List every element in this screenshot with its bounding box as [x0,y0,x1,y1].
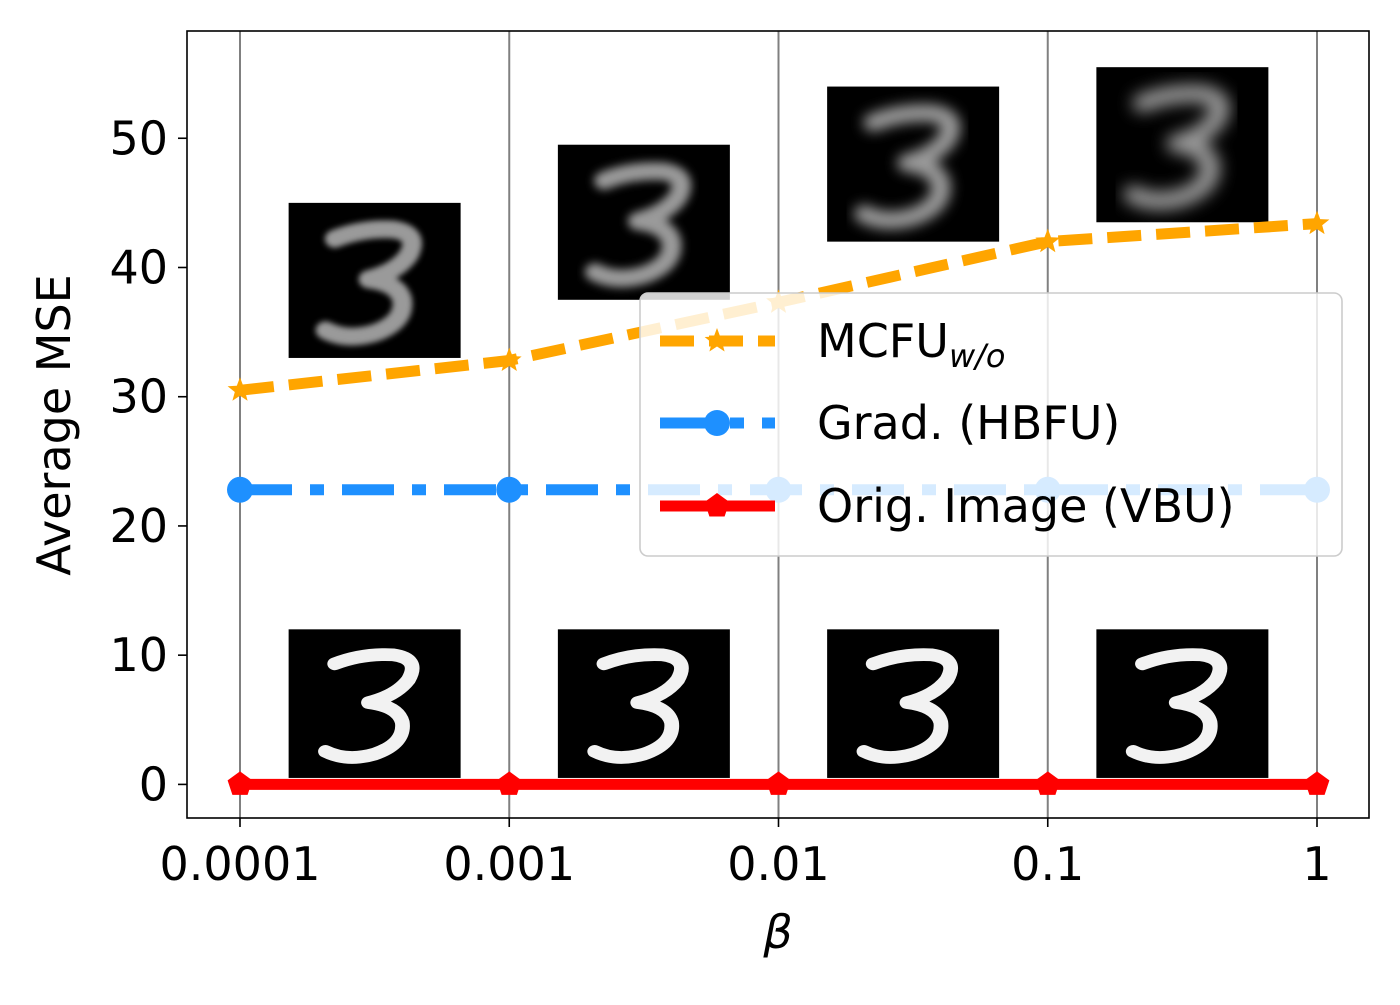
series-point-0 [1035,228,1061,253]
digit-thumbnail-blurred [288,202,461,358]
digit-thumbnail-sharp [1096,629,1269,778]
digit-thumbnail-blurred [827,86,1000,242]
x-axis-label: β [762,905,792,959]
legend-marker [704,493,730,517]
x-tick-label: 1 [1302,837,1331,891]
series-point-0 [227,377,253,401]
legend-label: Grad. (HBFU) [817,396,1120,450]
legend-marker [704,410,730,436]
x-tick-label: 0.01 [727,837,829,891]
y-axis-label: Average MSE [27,274,81,575]
x-tick-label: 0.0001 [160,837,321,891]
legend-item: Grad. (HBFU) [660,396,1120,450]
series-point-2 [496,771,522,795]
series-point-1 [496,476,523,503]
legend-label: Orig. Image (VBU) [817,479,1235,533]
y-tick-label: 50 [109,111,168,165]
digit-thumbnail-sharp [827,629,1000,778]
series-point-1 [227,476,253,503]
series-point-2 [227,771,253,795]
digit-thumbnail-sharp [288,629,461,778]
y-tick-label: 40 [109,240,168,294]
y-tick-label: 20 [109,499,168,553]
digit-thumbnail-sharp [557,629,730,778]
x-tick-label: 0.1 [1011,837,1084,891]
series-point-2 [1304,771,1330,795]
series-point-0 [1304,210,1330,235]
series-point-2 [766,771,791,795]
legend-item: Orig. Image (VBU) [660,479,1235,533]
digit-thumbnail-blurred [1096,67,1269,223]
series-point-2 [1035,771,1061,795]
digit-thumbnail-blurred [557,144,730,300]
series-point-0 [496,347,522,371]
y-tick-label: 0 [139,757,168,811]
y-tick-label: 30 [109,370,168,424]
x-tick-label: 0.001 [443,837,575,891]
legend-marker [704,328,730,352]
y-tick-label: 10 [109,628,168,682]
